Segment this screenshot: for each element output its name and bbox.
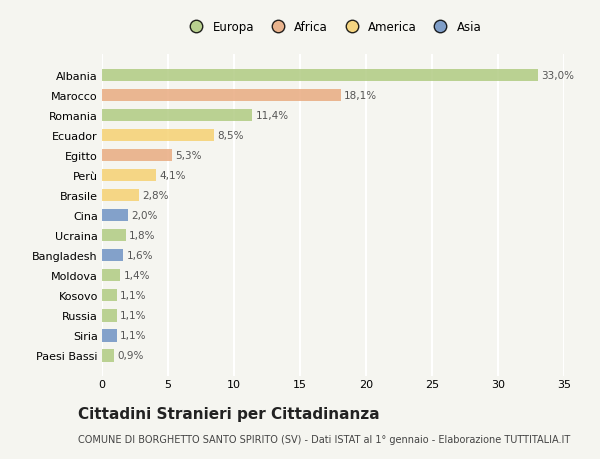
Text: 1,8%: 1,8% [129, 231, 155, 241]
Bar [102, 169, 156, 182]
Bar [102, 290, 116, 302]
Text: 1,1%: 1,1% [120, 291, 146, 301]
Bar [102, 210, 128, 222]
Bar [102, 230, 126, 242]
Bar [102, 309, 116, 322]
Bar [102, 110, 253, 122]
Text: 8,5%: 8,5% [218, 131, 244, 141]
Bar [102, 190, 139, 202]
Bar [102, 269, 121, 282]
Bar [102, 330, 116, 342]
Text: 5,3%: 5,3% [175, 151, 202, 161]
Text: 18,1%: 18,1% [344, 91, 377, 101]
Bar [102, 129, 214, 142]
Text: 11,4%: 11,4% [256, 111, 289, 121]
Text: COMUNE DI BORGHETTO SANTO SPIRITO (SV) - Dati ISTAT al 1° gennaio - Elaborazione: COMUNE DI BORGHETTO SANTO SPIRITO (SV) -… [78, 434, 570, 444]
Bar [102, 150, 172, 162]
Bar [102, 250, 123, 262]
Text: 1,4%: 1,4% [124, 271, 150, 280]
Text: 1,6%: 1,6% [127, 251, 153, 261]
Text: 33,0%: 33,0% [541, 71, 574, 81]
Bar [102, 70, 538, 82]
Text: Cittadini Stranieri per Cittadinanza: Cittadini Stranieri per Cittadinanza [78, 406, 380, 421]
Text: 2,0%: 2,0% [132, 211, 158, 221]
Text: 1,1%: 1,1% [120, 311, 146, 321]
Legend: Europa, Africa, America, Asia: Europa, Africa, America, Asia [179, 16, 487, 39]
Text: 1,1%: 1,1% [120, 330, 146, 341]
Text: 4,1%: 4,1% [160, 171, 186, 181]
Text: 0,9%: 0,9% [117, 351, 143, 361]
Bar [102, 90, 341, 102]
Text: 2,8%: 2,8% [142, 191, 169, 201]
Bar [102, 349, 114, 362]
